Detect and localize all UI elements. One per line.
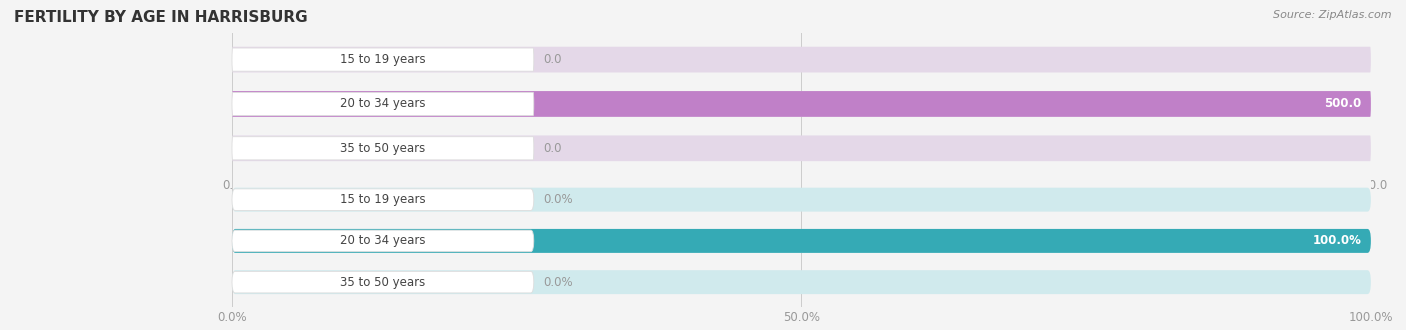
Text: 15 to 19 years: 15 to 19 years <box>340 53 426 66</box>
Text: 0.0: 0.0 <box>543 142 561 155</box>
Text: Source: ZipAtlas.com: Source: ZipAtlas.com <box>1274 10 1392 20</box>
FancyBboxPatch shape <box>232 229 1371 253</box>
FancyBboxPatch shape <box>232 48 534 71</box>
Text: 500.0: 500.0 <box>1324 97 1362 111</box>
FancyBboxPatch shape <box>232 229 1371 253</box>
FancyBboxPatch shape <box>232 271 534 293</box>
Text: 20 to 34 years: 20 to 34 years <box>340 97 426 111</box>
Text: 0.0%: 0.0% <box>543 276 572 289</box>
FancyBboxPatch shape <box>232 135 1371 161</box>
FancyBboxPatch shape <box>232 91 1371 117</box>
FancyBboxPatch shape <box>232 92 534 115</box>
Text: FERTILITY BY AGE IN HARRISBURG: FERTILITY BY AGE IN HARRISBURG <box>14 10 308 25</box>
Text: 100.0%: 100.0% <box>1313 234 1362 248</box>
FancyBboxPatch shape <box>232 189 534 211</box>
FancyBboxPatch shape <box>232 188 1371 212</box>
Text: 0.0: 0.0 <box>543 53 561 66</box>
FancyBboxPatch shape <box>232 137 534 160</box>
Text: 0.0%: 0.0% <box>543 193 572 206</box>
FancyBboxPatch shape <box>232 47 1371 73</box>
Text: 35 to 50 years: 35 to 50 years <box>340 276 426 289</box>
Text: 35 to 50 years: 35 to 50 years <box>340 142 426 155</box>
Text: 15 to 19 years: 15 to 19 years <box>340 193 426 206</box>
Text: 20 to 34 years: 20 to 34 years <box>340 234 426 248</box>
FancyBboxPatch shape <box>232 91 1371 117</box>
FancyBboxPatch shape <box>232 270 1371 294</box>
FancyBboxPatch shape <box>232 230 534 252</box>
